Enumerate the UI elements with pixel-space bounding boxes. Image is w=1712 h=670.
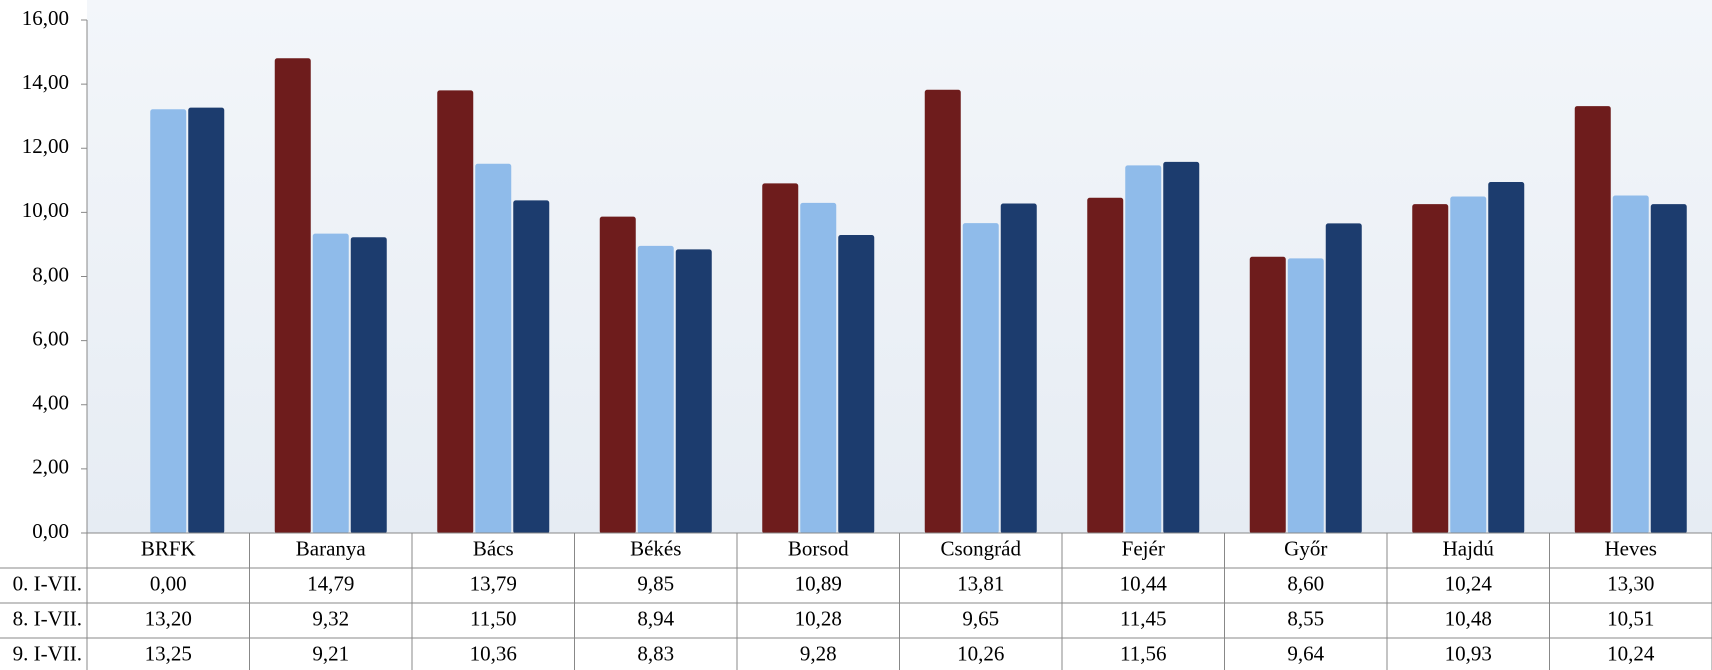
table-cell: 0,00 <box>150 571 187 595</box>
bar <box>1087 197 1124 534</box>
table-cell: 13,25 <box>145 641 192 665</box>
y-tick-label: 14,00 <box>22 70 69 94</box>
table-cell: 8,83 <box>637 641 674 665</box>
bar <box>675 249 712 534</box>
table-cell: 9,85 <box>637 571 674 595</box>
bar <box>1412 204 1449 534</box>
y-tick-label: 12,00 <box>22 134 69 158</box>
bar <box>188 107 225 534</box>
legend-label: 0. I-VII. <box>13 571 82 595</box>
table-cell: 8,94 <box>637 606 674 630</box>
table-cell: 11,50 <box>470 606 516 630</box>
table-cell: 9,65 <box>962 606 999 630</box>
table-cell: 10,24 <box>1445 571 1493 595</box>
table-cell: 10,48 <box>1445 606 1492 630</box>
bar <box>1450 196 1487 534</box>
bar <box>1249 256 1286 534</box>
table-cell: 8,55 <box>1287 606 1324 630</box>
table-cell: 10,89 <box>795 571 842 595</box>
bar <box>1650 204 1687 534</box>
bar <box>1125 165 1162 534</box>
bar <box>150 109 187 534</box>
x-tick-label: Heves <box>1605 536 1657 560</box>
table-cell: 13,81 <box>957 571 1004 595</box>
y-tick-label: 0,00 <box>32 519 69 543</box>
bar <box>475 163 512 534</box>
y-tick-label: 10,00 <box>22 198 69 222</box>
bar <box>1574 106 1611 534</box>
bar <box>274 58 311 534</box>
table-cell: 9,64 <box>1287 641 1324 665</box>
bar <box>637 245 674 534</box>
table-cell: 14,79 <box>307 571 354 595</box>
bar <box>599 216 636 534</box>
bar <box>1488 182 1525 534</box>
x-tick-label: Csongrád <box>941 536 1022 560</box>
y-tick-label: 8,00 <box>32 262 69 286</box>
table-cell: 13,30 <box>1607 571 1654 595</box>
table-cell: 10,51 <box>1607 606 1654 630</box>
table-cell: 9,32 <box>312 606 349 630</box>
bar <box>312 233 349 534</box>
x-tick-label: Baranya <box>296 536 367 560</box>
table-cell: 9,21 <box>312 641 349 665</box>
table-cell: 10,26 <box>957 641 1004 665</box>
table-cell: 11,45 <box>1120 606 1166 630</box>
bar <box>838 234 875 534</box>
legend-label: 8. I-VII. <box>13 606 82 630</box>
table-cell: 10,93 <box>1445 641 1492 665</box>
table-cell: 10,44 <box>1120 571 1168 595</box>
bar <box>1325 223 1362 534</box>
x-tick-label: Békés <box>630 536 681 560</box>
x-tick-label: Fejér <box>1122 536 1165 560</box>
bar <box>437 90 474 534</box>
y-tick-label: 2,00 <box>32 455 69 479</box>
bar <box>800 202 837 534</box>
bar <box>1163 161 1200 534</box>
y-tick-label: 6,00 <box>32 326 69 350</box>
bar <box>1287 258 1324 534</box>
table-cell: 13,20 <box>145 606 192 630</box>
bar <box>924 89 961 534</box>
table-cell: 10,36 <box>470 641 517 665</box>
bar <box>513 200 550 534</box>
table-cell: 9,28 <box>800 641 837 665</box>
x-tick-label: BRFK <box>141 536 196 560</box>
table-cell: 13,79 <box>470 571 517 595</box>
x-tick-label: Győr <box>1284 536 1327 560</box>
table-cell: 10,28 <box>795 606 842 630</box>
table-cell: 11,56 <box>1120 641 1166 665</box>
x-tick-label: Bács <box>473 536 514 560</box>
bar <box>1612 195 1649 534</box>
x-tick-label: Hajdú <box>1443 536 1495 560</box>
bar <box>762 183 799 534</box>
bar <box>1000 203 1037 534</box>
bar <box>962 223 999 534</box>
legend-label: 9. I-VII. <box>13 641 82 665</box>
table-cell: 8,60 <box>1287 571 1324 595</box>
y-tick-label: 4,00 <box>32 391 69 415</box>
bar <box>350 237 387 534</box>
x-tick-label: Borsod <box>788 536 849 560</box>
table-cell: 10,24 <box>1607 641 1655 665</box>
y-tick-label: 16,00 <box>22 6 69 30</box>
